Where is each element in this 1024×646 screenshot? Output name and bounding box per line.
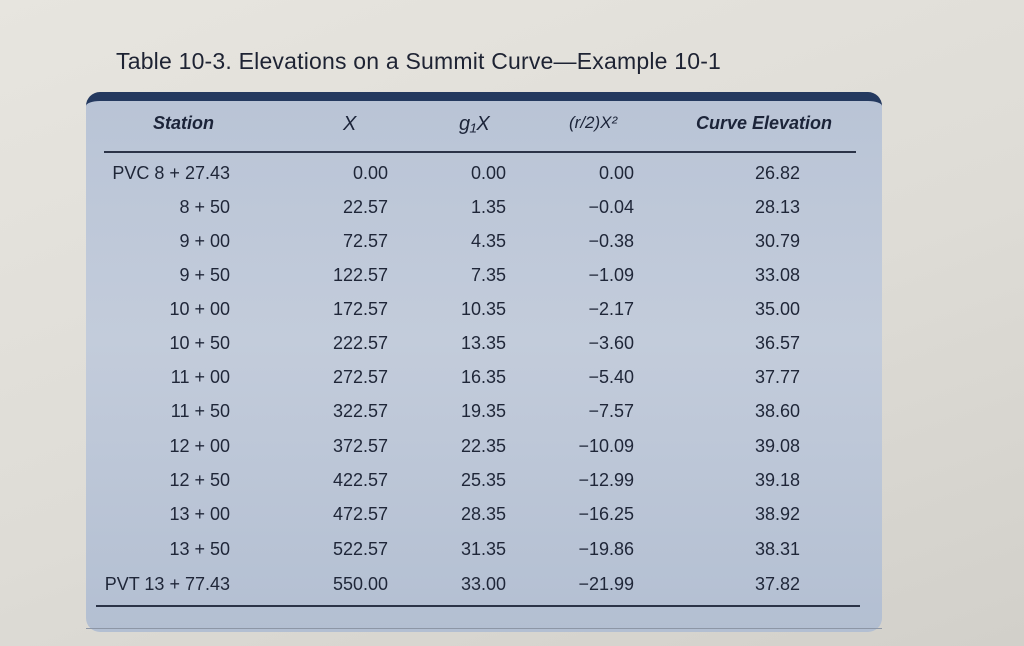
x-cell: 550.00 xyxy=(332,574,388,594)
header-divider xyxy=(104,151,856,153)
station-cell: 12 + 50 xyxy=(169,470,230,490)
table-row: 10 + 50 222.57 13.35 −3.60 36.57 xyxy=(0,333,1024,367)
table-row: PVT 13 + 77.43 550.00 33.00 −21.99 37.82 xyxy=(0,574,1024,608)
r2x2-cell: −21.99 xyxy=(578,574,634,594)
r2x2-cell: −19.86 xyxy=(578,539,634,559)
station-cell: 10 + 00 xyxy=(169,299,230,319)
r2x2-cell: 0.00 xyxy=(598,163,634,183)
x-cell: 22.57 xyxy=(342,197,388,217)
table-bottom-rule xyxy=(96,605,860,607)
g1x-cell: 22.35 xyxy=(460,436,506,456)
station-cell: 11 + 00 xyxy=(170,367,230,387)
r2x2-cell: −2.17 xyxy=(588,299,634,319)
table-title: Table 10-3. Elevations on a Summit Curve… xyxy=(116,48,722,74)
x-cell: 172.57 xyxy=(332,299,388,319)
table-row: 9 + 00 72.57 4.35 −0.38 30.79 xyxy=(0,231,1024,265)
table-row: 13 + 00 472.57 28.35 −16.25 38.92 xyxy=(0,504,1024,538)
g1x-cell: 4.35 xyxy=(470,231,506,251)
curve-elevation-cell: 36.57 xyxy=(754,333,800,353)
station-cell: PVT 13 + 77.43 xyxy=(104,574,230,594)
r2x2-cell: −7.57 xyxy=(588,401,634,421)
r2x2-cell: −1.09 xyxy=(588,265,634,285)
station-cell: 13 + 00 xyxy=(169,504,230,524)
x-cell: 522.57 xyxy=(332,539,388,559)
station-cell: 11 + 50 xyxy=(170,401,230,421)
x-cell: 72.57 xyxy=(342,231,388,251)
r2x2-cell: −3.60 xyxy=(588,333,634,353)
r2x2-cell: −10.09 xyxy=(578,436,634,456)
station-cell: 9 + 00 xyxy=(179,231,230,251)
g1x-cell: 31.35 xyxy=(460,539,506,559)
station-cell: 13 + 50 xyxy=(169,539,230,559)
curve-elevation-cell: 33.08 xyxy=(754,265,800,285)
g1x-cell: 28.35 xyxy=(460,504,506,524)
g1x-cell: 0.00 xyxy=(470,163,506,183)
table-row: PVC 8 + 27.43 0.00 0.00 0.00 26.82 xyxy=(0,163,1024,197)
g1x-cell: 16.35 xyxy=(460,367,506,387)
station-cell: 12 + 00 xyxy=(169,436,230,456)
x-cell: 122.57 xyxy=(332,265,388,285)
curve-elevation-cell: 39.08 xyxy=(754,436,800,456)
station-cell: 10 + 50 xyxy=(169,333,230,353)
curve-elevation-cell: 37.82 xyxy=(754,574,800,594)
r2x2-cell: −0.38 xyxy=(588,231,634,251)
x-cell: 472.57 xyxy=(332,504,388,524)
g1x-cell: 7.35 xyxy=(470,265,506,285)
curve-elevation-cell: 30.79 xyxy=(754,231,800,251)
r2x2-cell: −5.40 xyxy=(588,367,634,387)
g1x-cell: 13.35 xyxy=(460,333,506,353)
x-cell: 0.00 xyxy=(352,163,388,183)
curve-elevation-cell: 28.13 xyxy=(754,197,800,217)
curve-elevation-cell: 35.00 xyxy=(754,299,800,319)
header-r2x2: (r/2)X² xyxy=(569,113,618,132)
x-cell: 272.57 xyxy=(332,367,388,387)
table-row: 13 + 50 522.57 31.35 −19.86 38.31 xyxy=(0,539,1024,573)
station-cell: 9 + 50 xyxy=(179,265,230,285)
x-cell: 222.57 xyxy=(332,333,388,353)
header-g1x: g₁X xyxy=(459,113,490,135)
table-row: 9 + 50 122.57 7.35 −1.09 33.08 xyxy=(0,265,1024,299)
r2x2-cell: −16.25 xyxy=(578,504,634,524)
station-cell: PVC 8 + 27.43 xyxy=(112,163,230,183)
x-cell: 372.57 xyxy=(332,436,388,456)
curve-elevation-cell: 38.92 xyxy=(754,504,800,524)
g1x-cell: 19.35 xyxy=(460,401,506,421)
curve-elevation-cell: 38.60 xyxy=(754,401,800,421)
g1x-cell: 1.35 xyxy=(470,197,506,217)
table-panel xyxy=(86,92,882,632)
table-row: 10 + 00 172.57 10.35 −2.17 35.00 xyxy=(0,299,1024,333)
g1x-cell: 25.35 xyxy=(460,470,506,490)
table-row: 12 + 50 422.57 25.35 −12.99 39.18 xyxy=(0,470,1024,504)
r2x2-cell: −0.04 xyxy=(588,197,634,217)
header-station: Station xyxy=(153,113,214,133)
table-row: 12 + 00 372.57 22.35 −10.09 39.08 xyxy=(0,436,1024,470)
g1x-cell: 10.35 xyxy=(460,299,506,319)
x-cell: 422.57 xyxy=(332,470,388,490)
header-curve-elevation: Curve Elevation xyxy=(696,113,833,133)
g1x-cell: 33.00 xyxy=(460,574,506,594)
table-row: 8 + 50 22.57 1.35 −0.04 28.13 xyxy=(0,197,1024,231)
curve-elevation-cell: 37.77 xyxy=(754,367,800,387)
x-cell: 322.57 xyxy=(332,401,388,421)
curve-elevation-cell: 39.18 xyxy=(754,470,800,490)
curve-elevation-cell: 38.31 xyxy=(754,539,800,559)
header-x: X xyxy=(343,113,357,135)
station-cell: 8 + 50 xyxy=(179,197,230,217)
table-row: 11 + 50 322.57 19.35 −7.57 38.60 xyxy=(0,401,1024,435)
panel-bottom-edge xyxy=(86,628,882,629)
curve-elevation-cell: 26.82 xyxy=(754,163,800,183)
r2x2-cell: −12.99 xyxy=(578,470,634,490)
table-row: 11 + 00 272.57 16.35 −5.40 37.77 xyxy=(0,367,1024,401)
